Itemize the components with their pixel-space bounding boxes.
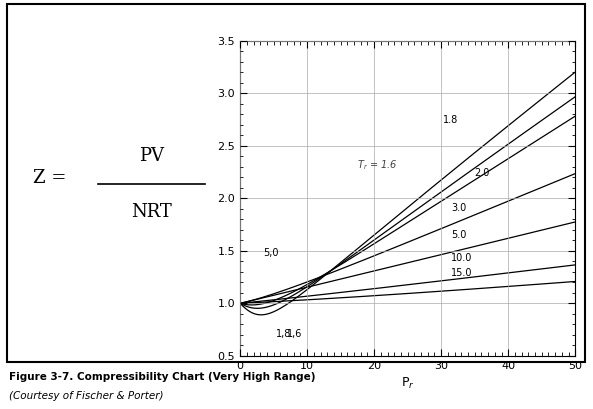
Text: 10.0: 10.0: [451, 253, 473, 263]
Text: Z =: Z =: [33, 169, 66, 187]
Text: Figure 3-7. Compressibility Chart (Very High Range): Figure 3-7. Compressibility Chart (Very …: [9, 372, 315, 382]
Text: PV: PV: [139, 147, 164, 165]
X-axis label: P$_r$: P$_r$: [401, 376, 415, 391]
Text: 1.8: 1.8: [442, 115, 458, 125]
Text: 15.0: 15.0: [451, 268, 473, 279]
Text: 1,8: 1,8: [276, 329, 291, 339]
Text: 5,0: 5,0: [264, 248, 279, 258]
Text: T$_r$ = 1.6: T$_r$ = 1.6: [358, 158, 398, 172]
Text: 5.0: 5.0: [451, 230, 467, 240]
Text: NRT: NRT: [131, 203, 171, 221]
Text: 3.0: 3.0: [451, 203, 467, 213]
Text: 2.0: 2.0: [474, 168, 490, 178]
Text: 1,6: 1,6: [287, 329, 302, 339]
Text: (Courtesy of Fischer & Porter): (Courtesy of Fischer & Porter): [9, 391, 164, 400]
Bar: [7, 4, 585, 362]
